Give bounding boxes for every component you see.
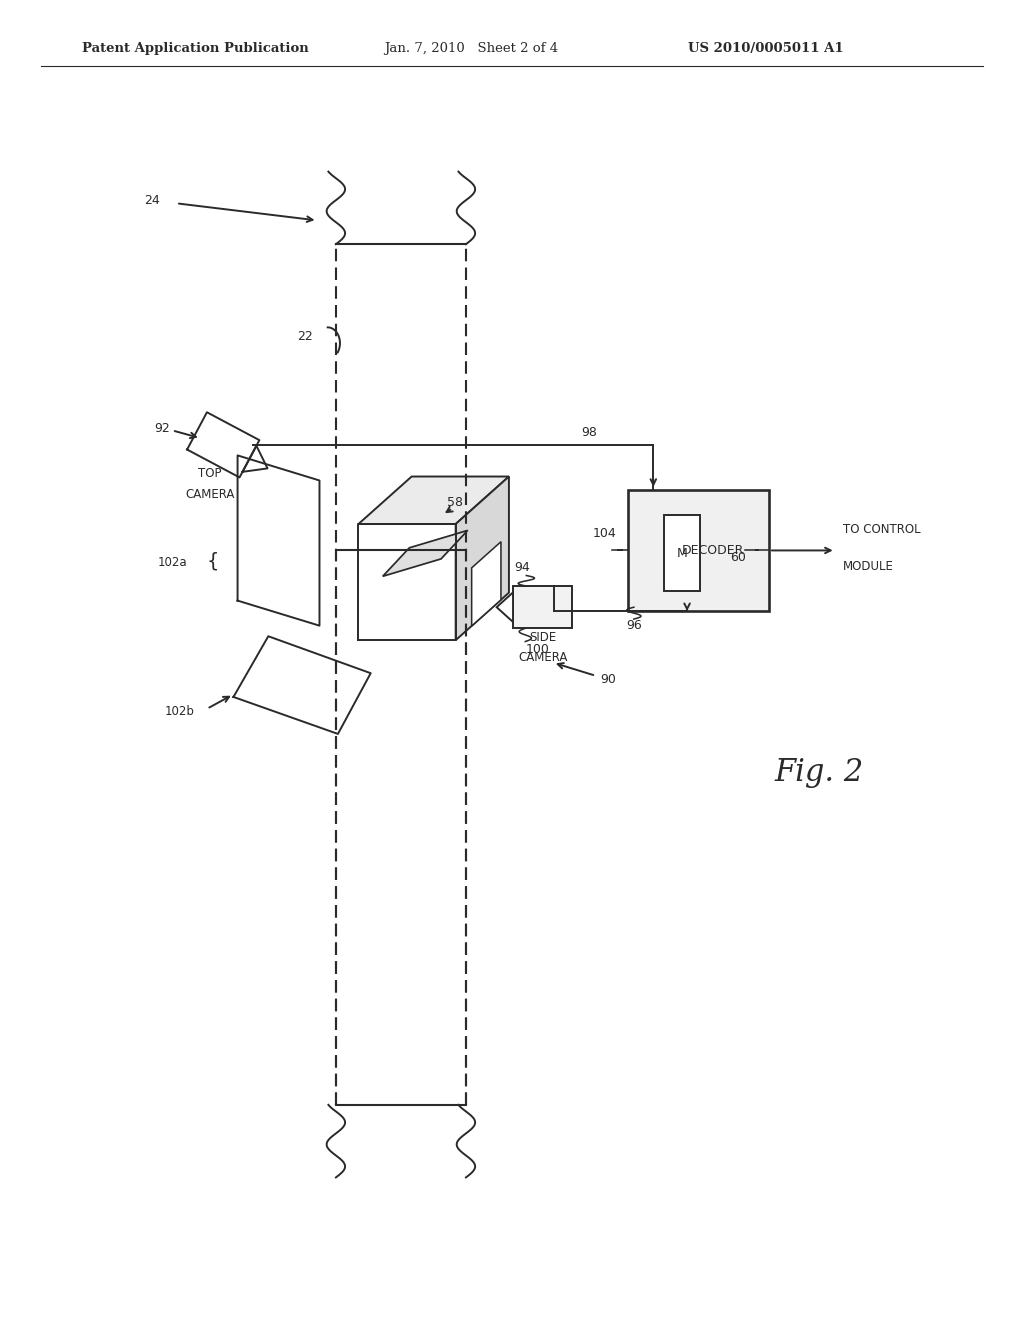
Bar: [664, 515, 700, 591]
Text: 94: 94: [514, 561, 530, 574]
Text: CAMERA: CAMERA: [518, 651, 567, 664]
Polygon shape: [358, 477, 509, 524]
Bar: [513, 586, 572, 628]
Text: 102b: 102b: [164, 705, 195, 718]
Text: 60: 60: [730, 550, 746, 564]
Text: 58: 58: [446, 496, 463, 510]
Text: TOP: TOP: [199, 467, 221, 480]
Text: SIDE: SIDE: [529, 631, 556, 644]
Text: {: {: [207, 552, 219, 570]
Text: 104: 104: [592, 527, 616, 540]
Text: MODULE: MODULE: [843, 560, 894, 573]
Bar: [628, 490, 769, 611]
Text: CAMERA: CAMERA: [185, 488, 234, 502]
Polygon shape: [456, 477, 509, 640]
Polygon shape: [472, 541, 501, 626]
Text: Jan. 7, 2010   Sheet 2 of 4: Jan. 7, 2010 Sheet 2 of 4: [384, 42, 558, 54]
Polygon shape: [497, 593, 513, 622]
Text: 24: 24: [143, 194, 160, 207]
Text: US 2010/0005011 A1: US 2010/0005011 A1: [688, 42, 844, 54]
Text: M: M: [677, 546, 687, 560]
Text: 90: 90: [600, 673, 616, 686]
Text: DECODER: DECODER: [681, 544, 743, 557]
Text: 92: 92: [154, 422, 170, 436]
Text: 96: 96: [626, 619, 642, 632]
Text: 100: 100: [525, 643, 549, 656]
Text: 102a: 102a: [158, 556, 186, 569]
Text: Fig. 2: Fig. 2: [774, 756, 864, 788]
Text: TO CONTROL: TO CONTROL: [843, 523, 921, 536]
Text: 22: 22: [297, 330, 313, 343]
Polygon shape: [383, 531, 468, 577]
Text: Patent Application Publication: Patent Application Publication: [82, 42, 308, 54]
Text: 98: 98: [581, 426, 597, 440]
